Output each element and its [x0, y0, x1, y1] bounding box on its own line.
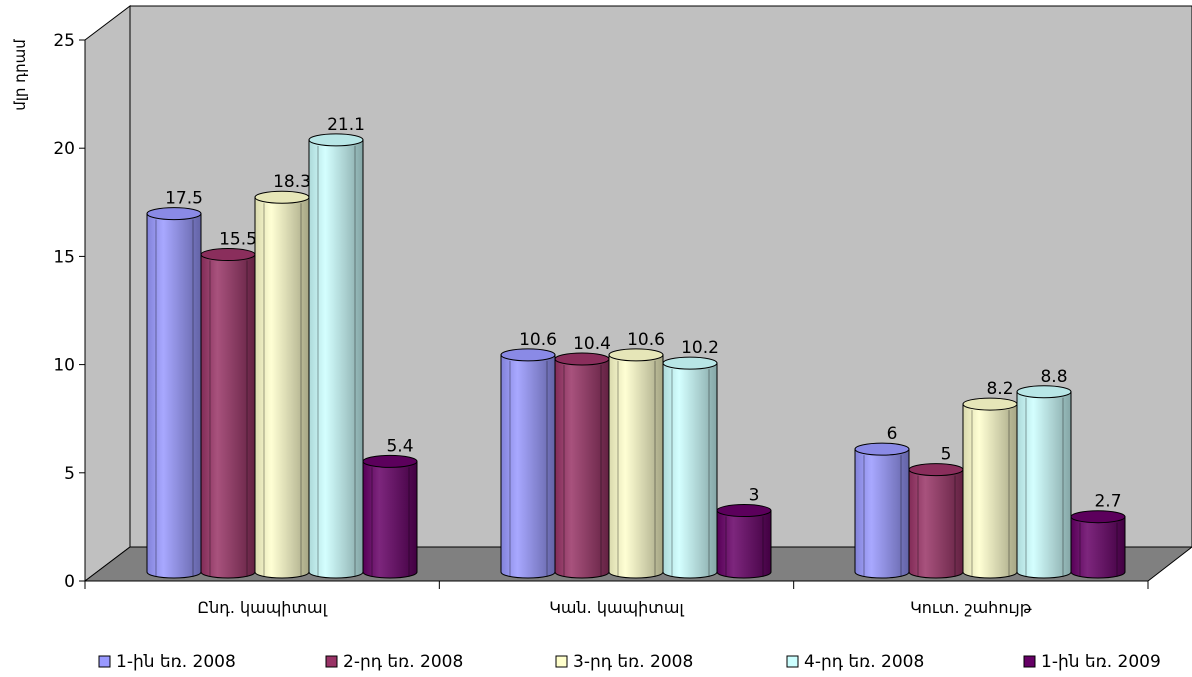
bar-top: [963, 398, 1017, 410]
data-label: 10.2: [681, 338, 719, 358]
legend-label: 2-րդ եռ. 2008: [343, 652, 463, 672]
bar: [963, 398, 1017, 578]
category-label: Կուտ. շահույթ: [910, 598, 1032, 617]
data-label: 17.5: [165, 189, 203, 209]
category-label: Կան. կապիտալ: [549, 598, 684, 617]
bar: [1071, 511, 1125, 578]
bar-top: [309, 134, 363, 146]
legend-swatch: [99, 656, 110, 667]
data-label: 8.8: [1040, 367, 1067, 387]
bar-top: [555, 353, 609, 365]
bar: [909, 464, 963, 578]
bar-top: [147, 208, 201, 220]
bar: [255, 191, 309, 578]
legend-label: 3-րդ եռ. 2008: [573, 652, 693, 672]
bar-top: [255, 191, 309, 203]
bar: [201, 249, 255, 578]
category-label: Ընդ. կապիտալ: [197, 598, 327, 617]
y-axis: 0 5 10 15 20 25: [53, 31, 85, 592]
y-tick-label: 20: [53, 139, 75, 159]
bar: [663, 357, 717, 578]
data-label: 6: [887, 424, 898, 444]
data-label: 5: [941, 445, 952, 465]
bar: [501, 349, 555, 578]
bar-top: [717, 505, 771, 517]
y-axis-label: մլր դրամ: [11, 39, 29, 111]
legend-swatch: [556, 656, 567, 667]
bar: [309, 134, 363, 578]
bar: [363, 455, 417, 578]
bar-top: [909, 464, 963, 476]
data-label: 10.6: [627, 330, 665, 350]
bar: [855, 443, 909, 578]
legend-label: 1-ին եռ. 2008: [116, 652, 236, 672]
legend-label: 4-րդ եռ. 2008: [804, 652, 924, 672]
side-wall: [85, 6, 130, 581]
bar-top: [663, 357, 717, 369]
legend-item: 1-ին եռ. 2009: [1024, 652, 1161, 672]
data-label: 10.6: [519, 330, 557, 350]
data-label: 2.7: [1094, 492, 1121, 512]
legend-swatch: [326, 656, 337, 667]
bar-top: [201, 249, 255, 261]
bar-top: [501, 349, 555, 361]
bar: [609, 349, 663, 578]
bar-top: [1017, 386, 1071, 398]
y-tick-label: 15: [53, 247, 75, 267]
legend-item: 4-րդ եռ. 2008: [787, 652, 924, 672]
legend-item: 2-րդ եռ. 2008: [326, 652, 463, 672]
bar: [147, 208, 201, 578]
data-label: 18.3: [273, 172, 311, 192]
bar-top: [609, 349, 663, 361]
bar-top: [1071, 511, 1125, 523]
legend-label: 1-ին եռ. 2009: [1041, 652, 1161, 672]
x-axis: Ընդ. կապիտալ Կան. կապիտալ Կուտ. շահույթ: [85, 581, 1148, 617]
y-tick-label: 25: [53, 31, 75, 51]
data-label: 15.5: [219, 230, 257, 250]
legend-item: 1-ին եռ. 2008: [99, 652, 236, 672]
bar-top: [363, 455, 417, 467]
legend-swatch: [1024, 656, 1035, 667]
bar: [717, 505, 771, 578]
legend: 1-ին եռ. 2008 2-րդ եռ. 2008 3-րդ եռ. 2008 4…: [99, 652, 1161, 672]
y-tick-label: 10: [53, 356, 75, 376]
data-label: 10.4: [573, 334, 611, 354]
bar: [555, 353, 609, 578]
y-tick-label: 0: [64, 572, 75, 592]
legend-swatch: [787, 656, 798, 667]
data-label: 5.4: [386, 436, 413, 456]
data-label: 8.2: [986, 379, 1013, 399]
bar: [1017, 386, 1071, 578]
legend-item: 3-րդ եռ. 2008: [556, 652, 693, 672]
data-label: 21.1: [327, 115, 365, 135]
bar-top: [855, 443, 909, 455]
y-tick-label: 5: [64, 464, 75, 484]
data-label: 3: [749, 486, 760, 506]
